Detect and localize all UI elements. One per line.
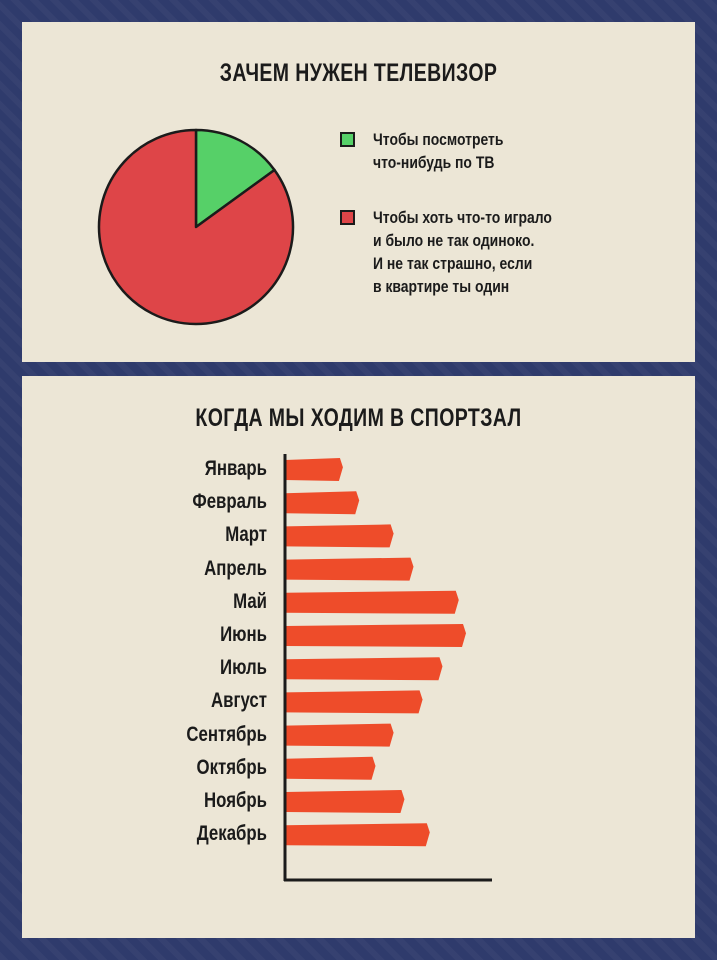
pie-chart-title: ЗАЧЕМ НУЖЕН ТЕЛЕВИЗОР: [219, 59, 498, 87]
bar-6: [285, 657, 443, 681]
month-label: Октябрь: [196, 755, 267, 779]
bar-chart-panel: КОГДА МЫ ХОДИМ В СПОРТЗАЛ Январь Февраль М…: [22, 376, 695, 938]
legend-swatch-red: [340, 210, 355, 225]
legend-swatch-green: [340, 132, 355, 147]
bar-chart: [283, 454, 492, 882]
bar-7: [285, 690, 423, 714]
month-label: Май: [233, 589, 267, 613]
pie-chart: [97, 128, 295, 326]
legend-item-not-alone: Чтобы хоть что-то играло и было не так о…: [340, 206, 633, 298]
month-label: Июнь: [220, 623, 267, 646]
bar-chart-title: КОГДА МЫ ХОДИМ В СПОРТЗАЛ: [195, 404, 522, 432]
bar-9: [285, 756, 376, 780]
bar-1: [285, 491, 360, 515]
bar-8: [285, 723, 394, 747]
month-label: Январь: [204, 457, 267, 480]
bar-10: [285, 790, 405, 813]
legend-label: Чтобы посмотреть что-нибудь по ТВ: [373, 130, 504, 172]
bar-5: [285, 624, 466, 647]
pie-slice-1: [97, 128, 295, 326]
month-label: Июль: [219, 656, 267, 680]
month-label: Апрель: [204, 556, 267, 580]
month-label: Декабрь: [196, 822, 267, 846]
month-label: Март: [225, 523, 267, 547]
bar-3: [285, 557, 414, 581]
bar-4: [285, 590, 459, 614]
pie-slice-0: [194, 128, 276, 229]
legend-item-watch-tv: Чтобы посмотреть что-нибудь по ТВ: [340, 128, 633, 174]
bar-2: [285, 524, 394, 548]
month-label: Февраль: [192, 490, 267, 514]
month-label: Август: [211, 689, 267, 713]
bar-11: [285, 823, 430, 847]
month-label: Сентябрь: [186, 722, 267, 746]
legend-label: Чтобы хоть что-то играло и было не так о…: [373, 208, 552, 296]
month-label: Ноябрь: [204, 789, 267, 812]
bar-0: [285, 458, 343, 481]
pie-chart-panel: ЗАЧЕМ НУЖЕН ТЕЛЕВИЗОР Чтобы посмотреть ч…: [22, 22, 695, 362]
